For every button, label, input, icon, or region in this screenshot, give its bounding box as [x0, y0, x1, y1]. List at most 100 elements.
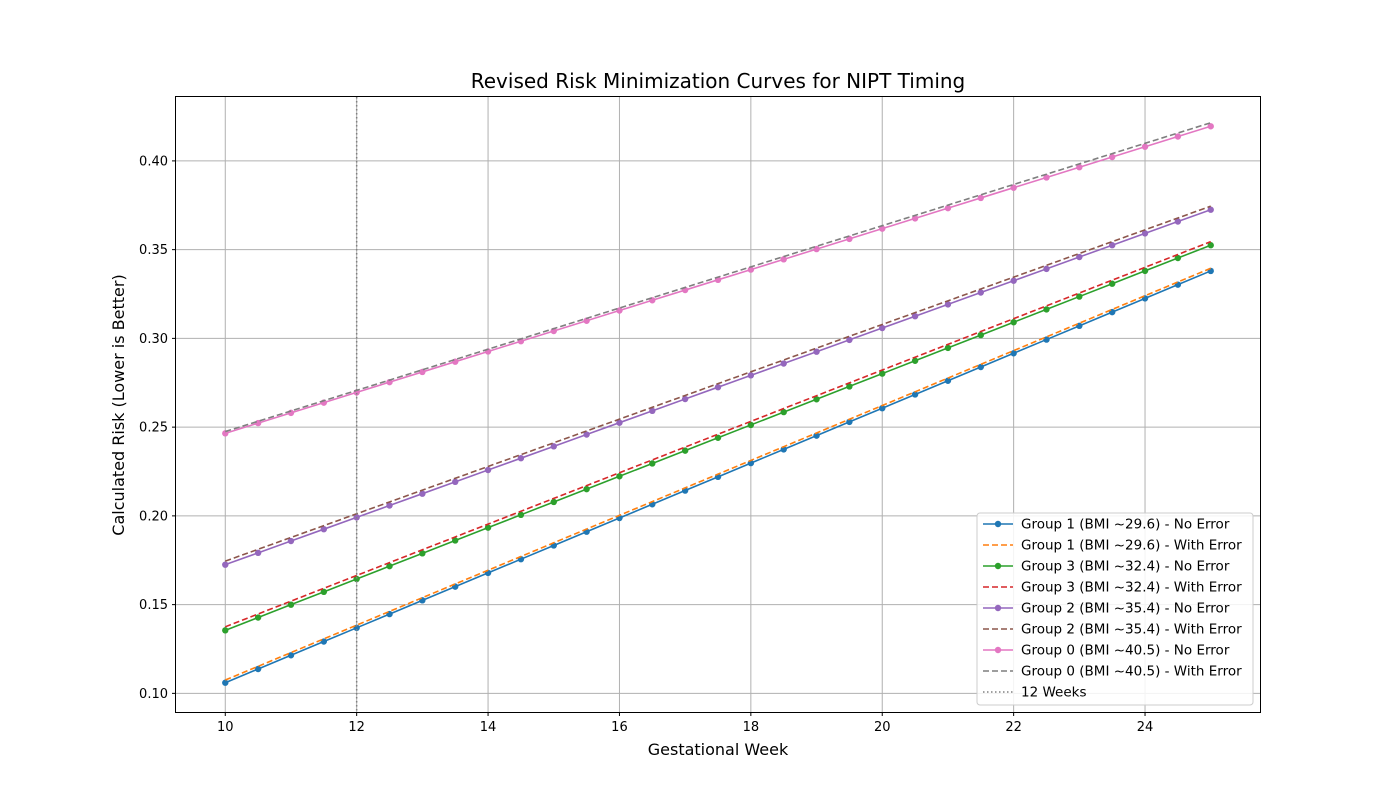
- data-point: [1010, 350, 1017, 357]
- data-point: [419, 368, 426, 376]
- data-point: [813, 432, 820, 439]
- y-tick-label: 0.40: [139, 154, 168, 169]
- data-point: [1076, 253, 1083, 261]
- legend-entry: Group 1 (BMI ~29.6) - No Error: [983, 517, 1230, 533]
- data-point: [222, 679, 229, 686]
- x-tick-label: 10: [217, 720, 234, 735]
- data-point: [1043, 265, 1050, 273]
- data-point: [714, 383, 722, 391]
- data-point: [550, 443, 557, 450]
- data-point: [911, 312, 919, 320]
- data-point: [944, 377, 952, 384]
- data-point: [911, 357, 919, 364]
- data-point: [254, 614, 262, 621]
- legend-label: Group 2 (BMI ~35.4) - With Error: [1021, 622, 1242, 638]
- legend-label: Group 2 (BMI ~35.4) - No Error: [1021, 601, 1230, 617]
- data-point: [747, 372, 755, 379]
- data-point: [1174, 254, 1182, 262]
- data-point: [1043, 174, 1050, 181]
- data-point: [1108, 153, 1116, 161]
- y-tick-label: 0.25: [139, 421, 168, 436]
- data-point: [320, 525, 328, 533]
- data-point: [714, 434, 722, 441]
- data-point: [977, 289, 984, 296]
- y-tick-label: 0.15: [139, 598, 168, 613]
- data-point: [419, 550, 426, 557]
- data-point: [1108, 280, 1116, 287]
- data-point: [1010, 184, 1017, 191]
- data-point: [846, 418, 853, 426]
- legend-marker: [994, 562, 1002, 570]
- data-point: [780, 408, 787, 416]
- chart-title: Revised Risk Minimization Curves for NIP…: [471, 69, 966, 93]
- y-tick-label: 0.30: [139, 332, 168, 347]
- legend-entry: 12 Weeks: [983, 685, 1087, 701]
- data-point: [879, 370, 886, 377]
- legend-box: [976, 512, 1254, 706]
- data-point: [780, 360, 787, 367]
- data-point: [879, 324, 886, 332]
- data-point: [419, 490, 426, 497]
- data-point: [649, 460, 656, 467]
- data-point: [616, 473, 623, 480]
- data-point: [320, 588, 328, 596]
- data-point: [944, 301, 952, 308]
- plot-frame: [175, 96, 1261, 713]
- legend-entry: Group 2 (BMI ~35.4) - No Error: [983, 601, 1230, 617]
- legend-label: Group 3 (BMI ~32.4) - No Error: [1021, 559, 1230, 575]
- data-point: [287, 537, 295, 545]
- legend-entry: Group 3 (BMI ~32.4) - No Error: [983, 559, 1230, 575]
- series-line: [225, 121, 1211, 433]
- series-1: [224, 267, 1212, 681]
- legend-marker: [994, 646, 1002, 654]
- data-point: [1207, 242, 1214, 249]
- y-tick-label: 0.20: [139, 509, 168, 524]
- data-point: [287, 652, 295, 659]
- data-point: [911, 391, 919, 398]
- x-tick-label: 14: [480, 720, 497, 735]
- legend: Group 1 (BMI ~29.6) - No Error Group 1 (B…: [976, 512, 1254, 706]
- data-point: [977, 194, 984, 202]
- y-tick-label: 0.10: [139, 687, 168, 702]
- data-point: [681, 395, 689, 403]
- data-point: [977, 331, 984, 339]
- legend-label: Group 1 (BMI ~29.6) - No Error: [1021, 517, 1230, 533]
- data-point: [813, 348, 820, 355]
- data-point: [484, 524, 492, 531]
- data-point: [879, 225, 886, 232]
- legend-marker: [994, 520, 1002, 528]
- x-tick-label: 12: [348, 720, 365, 735]
- data-point: [747, 266, 755, 273]
- data-point: [681, 447, 689, 454]
- data-point: [616, 307, 623, 314]
- legend-entry: Group 1 (BMI ~29.6) - With Error: [983, 538, 1242, 554]
- data-point: [386, 502, 393, 509]
- data-point: [911, 215, 919, 222]
- data-point: [1141, 267, 1149, 275]
- data-point: [649, 407, 656, 415]
- data-point: [846, 336, 853, 344]
- x-tick-label: 20: [874, 720, 891, 735]
- data-point: [1141, 230, 1149, 237]
- data-point: [452, 478, 459, 486]
- data-point: [386, 378, 393, 386]
- data-point: [1043, 336, 1050, 343]
- y-tick-label: 0.35: [139, 243, 168, 258]
- data-point: [1010, 277, 1017, 284]
- data-point: [813, 396, 820, 403]
- data-point: [452, 537, 459, 544]
- series-4: [222, 206, 1214, 568]
- data-point: [1207, 123, 1214, 130]
- x-tick-label: 24: [1137, 720, 1154, 735]
- data-point: [944, 344, 952, 352]
- data-point: [780, 256, 787, 263]
- data-point: [484, 466, 492, 474]
- legend-label: Group 3 (BMI ~32.4) - With Error: [1021, 580, 1242, 596]
- data-point: [287, 601, 295, 608]
- data-point: [254, 549, 262, 557]
- x-tick-label: 22: [1005, 720, 1022, 735]
- y-axis-label: Calculated Risk (Lower is Better): [109, 274, 128, 535]
- series-5: [224, 205, 1212, 562]
- data-point: [944, 204, 952, 212]
